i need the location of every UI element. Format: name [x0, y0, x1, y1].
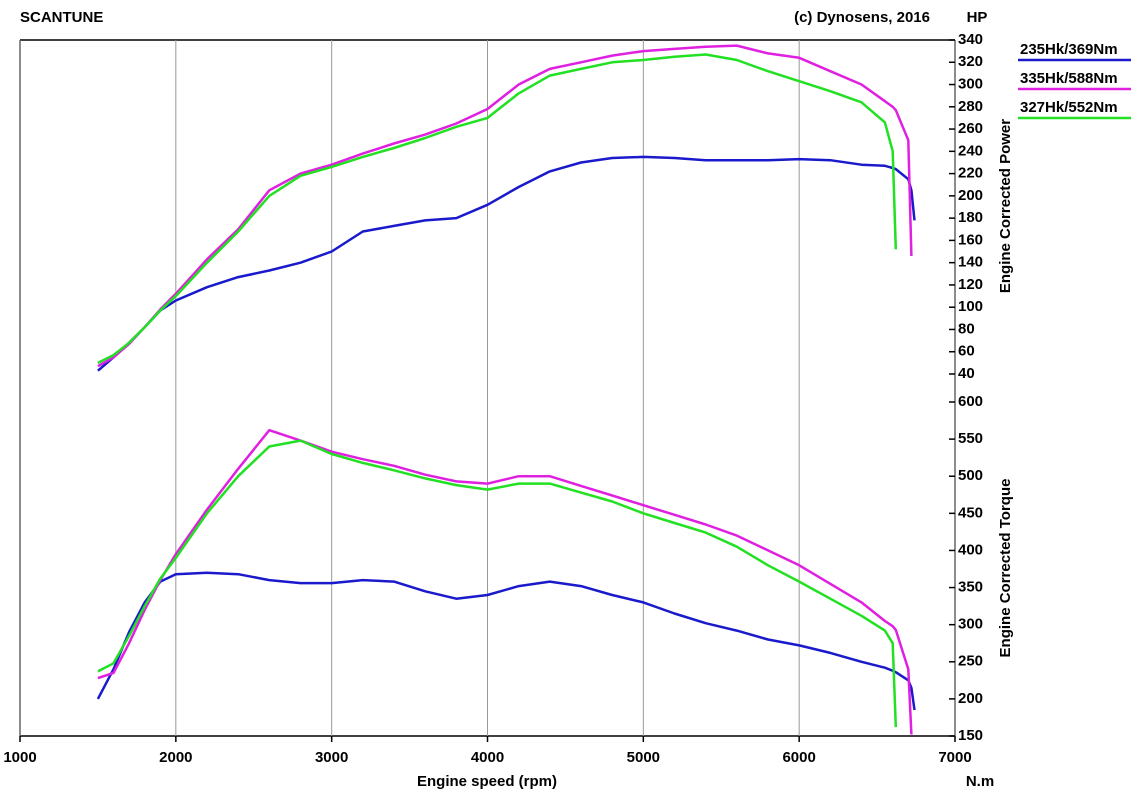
data-line — [97, 53, 898, 365]
y-tick-label: 340 — [958, 31, 983, 48]
data-line — [97, 439, 898, 728]
y-tick-label: 140 — [958, 254, 983, 271]
x-tick-label: 4000 — [471, 749, 504, 766]
x-tick-label: 2000 — [159, 749, 192, 766]
y-axis-title: Engine Corrected Torque — [997, 479, 1014, 658]
y-tick-label: 300 — [958, 76, 983, 93]
y-tick-label: 450 — [958, 504, 983, 521]
y-tick-label: 240 — [958, 142, 983, 159]
y-tick-label: 160 — [958, 231, 983, 248]
y-tick-label: 60 — [958, 343, 975, 360]
y-tick-label: 250 — [958, 653, 983, 670]
chart-title: SCANTUNE — [20, 9, 103, 26]
x-tick-label: 5000 — [627, 749, 660, 766]
y-unit: N.m — [966, 773, 994, 790]
y-tick-label: 200 — [958, 690, 983, 707]
y-tick-label: 80 — [958, 320, 975, 337]
y-tick-label: 220 — [958, 165, 983, 182]
data-line — [97, 155, 916, 372]
y-axis-title: Engine Corrected Power — [997, 119, 1014, 293]
y-unit: HP — [967, 9, 988, 26]
legend-label: 235Hk/369Nm — [1020, 41, 1118, 58]
y-tick-label: 200 — [958, 187, 983, 204]
data-line — [97, 428, 913, 735]
legend-label: 327Hk/552Nm — [1020, 99, 1118, 116]
y-tick-label: 280 — [958, 98, 983, 115]
y-tick-label: 180 — [958, 209, 983, 226]
y-tick-label: 300 — [958, 616, 983, 633]
y-tick-label: 350 — [958, 579, 983, 596]
y-tick-label: 100 — [958, 298, 983, 315]
copyright: (c) Dynosens, 2016 — [794, 9, 930, 26]
x-tick-label: 1000 — [3, 749, 36, 766]
data-line — [96, 571, 916, 711]
y-tick-label: 320 — [958, 53, 983, 70]
x-tick-label: 7000 — [938, 749, 971, 766]
y-tick-label: 260 — [958, 120, 983, 137]
y-tick-label: 40 — [958, 365, 975, 382]
y-tick-label: 550 — [958, 430, 983, 447]
y-tick-label: 120 — [958, 276, 983, 293]
y-tick-label: 150 — [958, 727, 983, 744]
y-tick-label: 600 — [958, 393, 983, 410]
data-line — [97, 44, 913, 368]
x-axis-title: Engine speed (rpm) — [417, 773, 557, 790]
y-tick-label: 500 — [958, 467, 983, 484]
legend-label: 335Hk/588Nm — [1020, 70, 1118, 87]
x-tick-label: 6000 — [782, 749, 815, 766]
x-tick-label: 3000 — [315, 749, 348, 766]
y-tick-label: 400 — [958, 541, 983, 558]
